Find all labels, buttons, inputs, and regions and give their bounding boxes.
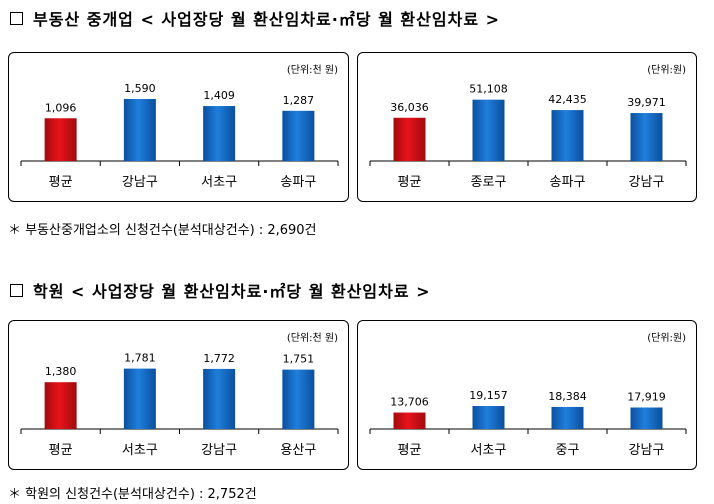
category-label: 중구 (556, 443, 580, 458)
bar-chart: (단위:천 원) 1,380 평균 1,781 서초구 1,772 강남구 1,751 용산구 (20, 331, 339, 458)
data-label: 42,435 (548, 93, 587, 106)
data-label: 13,706 (390, 396, 429, 409)
unit-label: (단위:천 원) (287, 331, 338, 344)
bar (472, 406, 505, 429)
category-label: 강남구 (629, 175, 665, 190)
data-label: 39,971 (627, 96, 666, 109)
data-label: 1,287 (283, 94, 315, 107)
bar-average (44, 118, 77, 161)
category-label: 송파구 (550, 175, 586, 190)
chart-panel-academy-per-business: (단위:천 원) 1,380 평균 1,781 서초구 1,772 강남구 1,751 용산구 (8, 320, 349, 470)
category-label: 서초구 (201, 175, 237, 190)
bar (551, 406, 584, 429)
data-label: 51,108 (469, 83, 508, 96)
checkbox-icon (10, 11, 23, 25)
data-label: 1,409 (203, 89, 235, 102)
bar (551, 110, 584, 161)
bar (630, 113, 663, 161)
bar (472, 99, 505, 161)
footnote-real-estate: ＊ 부동산중개업소의 신청건수(분석대상건수) : 2,690건 (8, 223, 317, 238)
category-label: 평균 (398, 443, 422, 458)
data-label: 18,384 (548, 390, 587, 403)
footnote-academy: ＊ 학원의 신청건수(분석대상건수) : 2,752건 (8, 487, 257, 502)
category-label: 평균 (49, 175, 73, 190)
bar-average (44, 382, 77, 429)
data-label: 1,590 (124, 82, 156, 95)
category-label: 강남구 (122, 175, 158, 190)
data-label: 17,919 (627, 390, 666, 403)
chart-panel-academy-per-sqm: (단위:원) 13,706 평균 19,157 서초구 18,384 중구 17,919 강남구 (357, 320, 697, 470)
unit-label: (단위:원) (647, 331, 686, 344)
section-title-text: 학원 < 사업장당 월 환산임차료·㎡당 월 환산임차료 > (33, 282, 431, 301)
category-label: 종로구 (471, 175, 507, 190)
data-label: 36,036 (390, 101, 429, 114)
category-label: 서초구 (122, 443, 158, 458)
section-title-text: 부동산 중개업 < 사업장당 월 환산임차료·㎡당 월 환산임차료 > (33, 10, 501, 29)
category-label: 강남구 (629, 443, 665, 458)
category-label: 서초구 (471, 443, 507, 458)
category-label: 평균 (49, 443, 73, 458)
bar (282, 110, 315, 161)
checkbox-icon (10, 283, 23, 297)
section-title-academy: 학원 < 사업장당 월 환산임차료·㎡당 월 환산임차료 > (10, 278, 431, 302)
data-label: 1,772 (203, 352, 235, 365)
category-label: 강남구 (201, 443, 237, 458)
data-label: 1,751 (283, 353, 315, 366)
category-label: 송파구 (280, 175, 316, 190)
category-label: 용산구 (280, 443, 316, 458)
category-label: 평균 (398, 175, 422, 190)
bar-chart: (단위:천 원) 1,096 평균 1,590 강남구 1,409 서초구 1,287 송파구 (20, 63, 339, 190)
data-label: 1,380 (45, 365, 77, 378)
bar (203, 106, 236, 161)
bar (282, 369, 315, 429)
bar-chart: (단위:원) 36,036 평균 51,108 종로구 42,435 송파구 39,971 강남… (369, 63, 687, 190)
chart-panel-real-estate-per-sqm: (단위:원) 36,036 평균 51,108 종로구 42,435 송파구 39,971 강남… (357, 52, 697, 202)
chart-panel-real-estate-per-business: (단위:천 원) 1,096 평균 1,590 강남구 1,409 서초구 1,287 송파구 (8, 52, 349, 202)
unit-label: (단위:원) (647, 63, 686, 76)
bar (630, 407, 663, 429)
data-label: 1,096 (45, 101, 77, 114)
bar-average (393, 412, 426, 429)
unit-label: (단위:천 원) (287, 63, 338, 76)
bar-average (393, 117, 426, 161)
section-title-real-estate: 부동산 중개업 < 사업장당 월 환산임차료·㎡당 월 환산임차료 > (10, 6, 500, 30)
bar (123, 368, 156, 429)
data-label: 19,157 (469, 389, 508, 402)
bar-chart: (단위:원) 13,706 평균 19,157 서초구 18,384 중구 17,919 강남구 (369, 331, 687, 458)
bar (203, 368, 236, 429)
bar (123, 98, 156, 161)
data-label: 1,781 (124, 352, 156, 365)
